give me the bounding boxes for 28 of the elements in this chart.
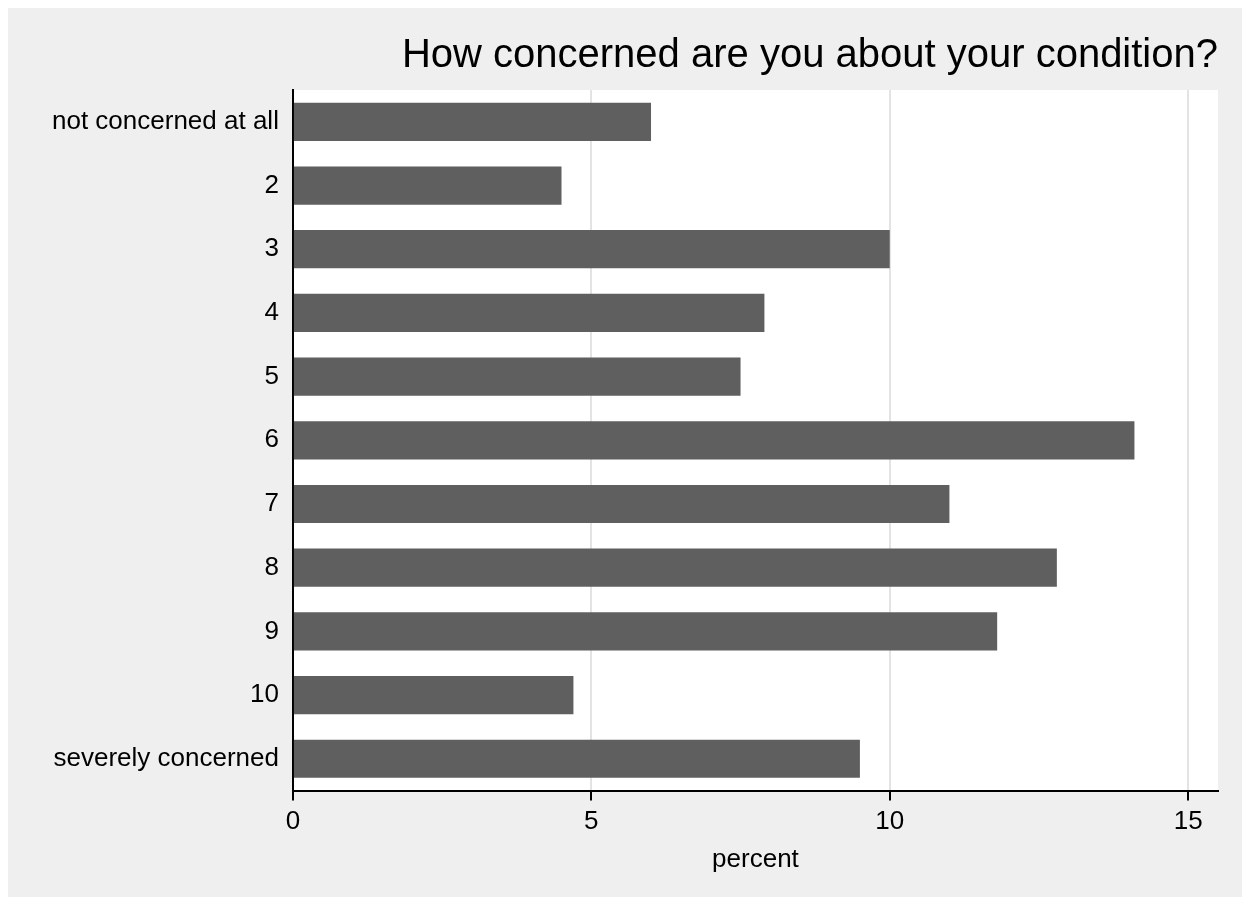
y-tick-label: 6: [264, 423, 279, 454]
bar: [293, 612, 998, 651]
y-tick-label: 3: [264, 232, 279, 263]
bar: [293, 293, 765, 333]
x-axis-title: percent: [712, 842, 800, 873]
bar: [293, 548, 1057, 587]
x-tick-label: 15: [1173, 805, 1203, 836]
y-tick-label: 10: [250, 678, 279, 709]
bar: [293, 357, 741, 396]
y-tick-label: 2: [264, 168, 279, 199]
y-tick-label: 5: [264, 359, 279, 390]
x-tick-label: 0: [285, 805, 301, 836]
y-tick-label: 7: [264, 487, 279, 518]
x-tick-label: 10: [875, 805, 905, 836]
y-tick-label: not concerned at all: [51, 105, 279, 136]
bar: [293, 102, 652, 141]
chart-title: How concerned are you about your condition?: [401, 31, 1218, 76]
y-tick-label: 4: [264, 296, 279, 327]
bar: [293, 421, 1135, 460]
y-tick-label: 9: [264, 614, 279, 645]
bar: [293, 739, 860, 778]
y-tick-label: 8: [264, 550, 279, 581]
bar: [293, 230, 890, 269]
bar: [293, 484, 950, 524]
bar: [293, 675, 574, 715]
x-tick-label: 5: [584, 805, 599, 836]
y-tick-label: severely concerned: [53, 741, 279, 772]
bar: [293, 166, 562, 205]
